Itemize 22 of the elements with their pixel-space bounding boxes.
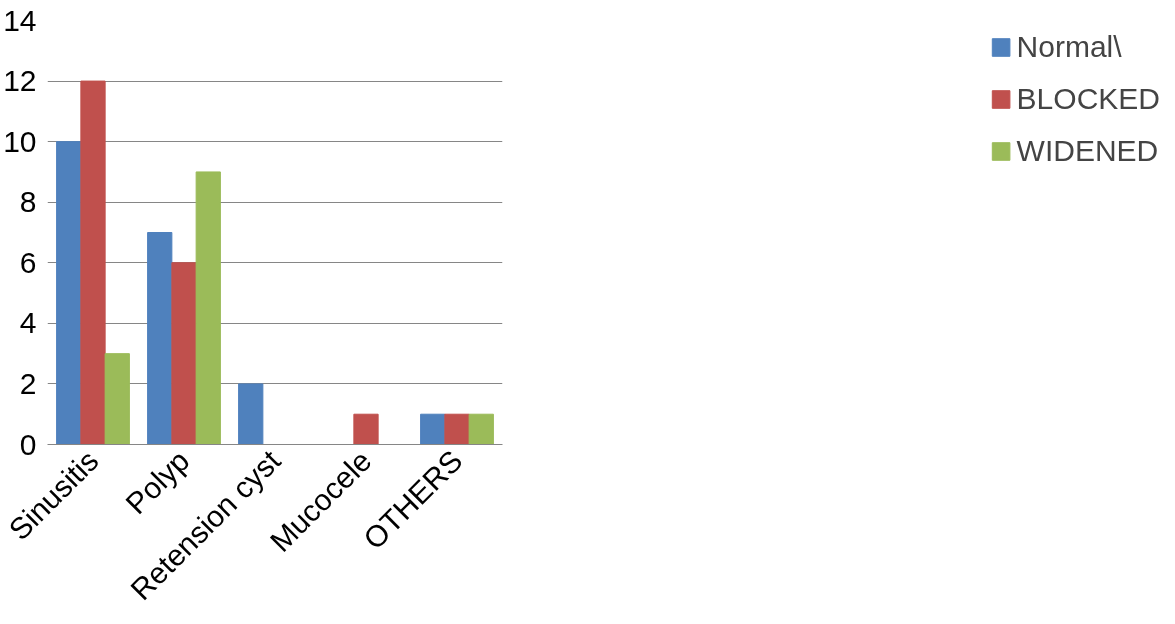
bar (444, 413, 470, 445)
bar (195, 171, 221, 445)
y-tick-label: 6 (19, 245, 37, 279)
y-tick-label: 0 (19, 427, 37, 461)
y-tick-label: 12 (3, 64, 37, 98)
bar (80, 80, 106, 445)
bar (56, 141, 82, 445)
legend-label: WIDENED (1016, 134, 1159, 168)
bar (171, 262, 197, 445)
bar (104, 353, 130, 445)
bar (353, 413, 379, 445)
y-tick-label: 14 (3, 3, 37, 37)
y-tick-label: 2 (19, 366, 37, 400)
bar (147, 232, 173, 445)
y-tick-label: 10 (3, 124, 37, 158)
bar (420, 413, 446, 445)
y-tick-label: 8 (19, 185, 37, 219)
y-tick-label: 4 (19, 306, 37, 340)
bar (468, 413, 494, 445)
bar (238, 383, 264, 445)
legend-label: Normal\ (1016, 30, 1122, 64)
legend-label: BLOCKED (1016, 82, 1160, 116)
